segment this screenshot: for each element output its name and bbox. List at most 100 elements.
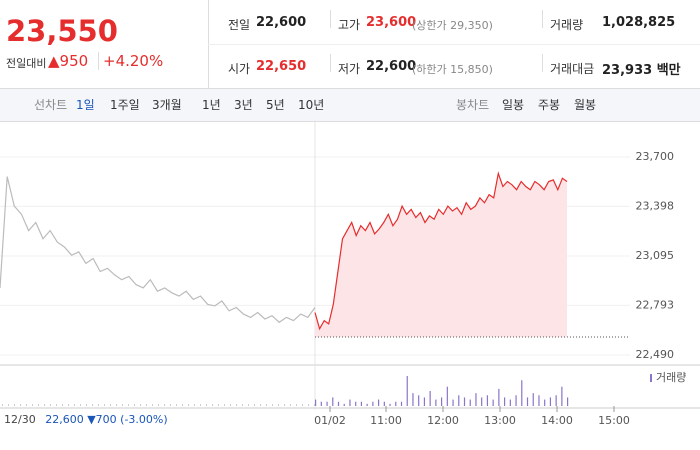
volume-bar — [315, 399, 317, 406]
tab[interactable]: 일봉 — [502, 98, 525, 112]
volume-bar-prev — [92, 404, 93, 406]
divider — [542, 10, 543, 28]
tab[interactable]: 주봉 — [538, 98, 561, 112]
volume-bar-prev — [20, 404, 21, 406]
stat-value: 22,600 — [366, 59, 417, 74]
volume-bar — [526, 397, 529, 406]
volume-bar — [423, 397, 426, 406]
volume-bar-prev — [284, 404, 285, 406]
volume-bar-prev — [314, 404, 315, 406]
volume-bar-prev — [68, 404, 69, 406]
tab[interactable]: 1일 — [76, 98, 95, 112]
volume-bar-prev — [140, 404, 141, 406]
stat-label: 거래대금 — [550, 62, 595, 76]
volume-bar — [469, 399, 471, 406]
stat-value: 23,600 — [366, 15, 417, 30]
volume-bar — [349, 399, 351, 406]
volume-bar — [320, 401, 322, 406]
volume-bar — [326, 401, 328, 406]
volume-bar — [549, 397, 552, 406]
y-tick-label: 22,490 — [636, 348, 675, 361]
change-value: 950 — [59, 52, 89, 70]
volume-bar-prev — [200, 404, 201, 406]
volume-bar-prev — [32, 404, 33, 406]
footer-pct: (-3.00%) — [120, 413, 168, 426]
volume-bar-prev — [104, 404, 105, 406]
footer-date: 12/30 — [4, 413, 36, 426]
tab[interactable]: 10년 — [298, 98, 325, 112]
tab[interactable]: 5년 — [266, 98, 285, 112]
volume-bar-prev — [74, 404, 75, 406]
tab[interactable]: 1년 — [202, 98, 221, 112]
chart: 22,490 22,793 23,095 23,398 23,700 거래량 01/02 11… — [0, 120, 700, 427]
stat-note: (상한가 29,350) — [412, 19, 493, 32]
volume-bar-prev — [218, 404, 219, 406]
volume-bar — [343, 403, 345, 406]
volume-bar-prev — [50, 404, 51, 406]
footer-change: ▼700 — [87, 413, 117, 426]
volume-bar-prev — [146, 404, 147, 406]
x-tick-label: 15:00 — [598, 414, 630, 427]
tab[interactable]: 1주일 — [110, 98, 140, 112]
volume-bar — [395, 401, 397, 406]
price-line — [0, 176, 316, 324]
stat-value: 22,600 — [256, 15, 307, 30]
divider — [208, 44, 700, 45]
divider — [330, 54, 331, 72]
volume-bar — [486, 395, 489, 406]
volume-bar-prev — [206, 404, 207, 406]
volume-bar — [567, 397, 569, 406]
volume-bar-prev — [8, 404, 9, 406]
volume-bar — [389, 403, 391, 406]
change: ▲950 — [48, 52, 89, 70]
volume-bar-prev — [62, 404, 63, 406]
tab[interactable]: 3개월 — [152, 98, 182, 112]
x-tick-label: 13:00 — [484, 414, 516, 427]
volume-bar — [406, 376, 408, 406]
volume-bar — [498, 388, 500, 406]
volume-bar-prev — [110, 404, 111, 406]
volume-bar-prev — [86, 404, 87, 406]
volume-bar-prev — [26, 404, 27, 406]
volume-bar-prev — [152, 404, 153, 406]
stat-note: (하한가 15,850) — [412, 63, 493, 76]
tab[interactable]: 월봉 — [574, 98, 597, 112]
volume-bar — [400, 401, 403, 406]
volume-bar-prev — [266, 404, 267, 406]
stat-label: 고가 — [338, 18, 361, 32]
stat-label: 저가 — [338, 62, 361, 76]
volume-bar — [561, 386, 563, 406]
volume-bar-prev — [128, 404, 129, 406]
volume-bar-prev — [80, 404, 81, 406]
volume-bar — [555, 395, 557, 406]
footer-price: 22,600 — [45, 413, 84, 426]
volume-legend: 거래량 — [656, 371, 686, 384]
volume-bar — [429, 391, 431, 406]
volume-bar-prev — [98, 404, 99, 406]
volume-bar — [475, 393, 477, 406]
volume-bar — [418, 395, 420, 406]
change-label: 전일대비 — [6, 57, 47, 70]
stat-value: 23,933 백만 — [602, 63, 681, 78]
volume-bar — [446, 386, 448, 406]
volume-bar-prev — [290, 404, 291, 406]
volume-bar-prev — [2, 404, 3, 406]
y-tick-label: 22,793 — [636, 298, 675, 311]
volume-bar — [383, 401, 385, 406]
volume-bar — [463, 397, 466, 406]
volume-bar — [435, 399, 437, 406]
volume-bar — [441, 397, 443, 406]
volume-bar-prev — [224, 404, 225, 406]
volume-bar-prev — [296, 404, 297, 406]
volume-bar — [492, 399, 494, 406]
x-tick-label: 11:00 — [370, 414, 402, 427]
volume-bar — [337, 401, 340, 406]
tab[interactable]: 3년 — [234, 98, 253, 112]
volume-bar — [355, 401, 357, 406]
volume-bar — [378, 399, 380, 406]
volume-bar — [509, 399, 511, 406]
x-tick-label: 12:00 — [427, 414, 459, 427]
volume-bar — [532, 393, 534, 406]
price-line — [314, 171, 568, 331]
